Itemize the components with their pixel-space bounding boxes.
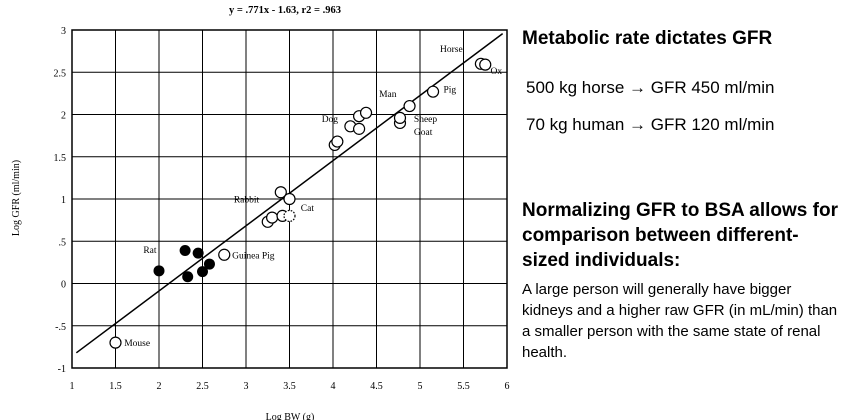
x-tick-label: 3 (244, 381, 249, 392)
chart-title: y = .771x - 1.63, r2 = .963 (229, 5, 341, 16)
annotations: Mouse Rat Guinea Pig Rabbit Cat Dog Man Sheep Go… (124, 45, 502, 349)
data-point-filled (197, 266, 208, 278)
y-tick-label: .5 (59, 237, 67, 248)
data-point-open (359, 106, 373, 119)
y-tick-label: 1.5 (54, 153, 67, 164)
point-annotation: Mouse (124, 339, 150, 349)
x-tick-label: 6 (505, 381, 510, 392)
data-point-open (109, 336, 122, 349)
y-axis-label: Log GFR (ml/min) (11, 160, 22, 236)
point-annotation: Ox (490, 67, 502, 77)
point-annotation: Cat (301, 204, 315, 214)
y-axis-ticks: 32.521.51.50-.5-1 (54, 26, 67, 375)
data-point-filled (182, 271, 194, 283)
point-annotation: Guinea Pig (232, 251, 275, 261)
y-tick-label: 2 (61, 111, 66, 122)
y-tick-label: 0 (61, 280, 66, 291)
data-point-open (393, 111, 407, 124)
data-point-dotted (283, 209, 296, 222)
x-tick-label: 5 (418, 381, 423, 392)
y-tick-label: -1 (58, 364, 66, 375)
x-tick-label: 1 (70, 381, 75, 392)
point-annotation: Pig (443, 86, 456, 96)
x-tick-label: 5.5 (457, 381, 470, 392)
human-gfr-fact: 70 kg human → GFR 120 ml/min (526, 115, 775, 134)
data-point-open (283, 192, 296, 206)
x-tick-label: 1.5 (109, 381, 122, 392)
y-tick-label: 2.5 (54, 68, 67, 79)
x-tick-label: 3.5 (283, 381, 296, 392)
data-point-open (403, 99, 416, 113)
point-annotation: Rabbit (234, 196, 260, 206)
point-annotation: Dog (322, 115, 339, 125)
data-point-filled (153, 265, 165, 277)
data-point-filled (203, 258, 215, 270)
data-point-open (479, 58, 492, 71)
data-points (109, 57, 492, 349)
point-annotation: Rat (143, 246, 157, 256)
data-point-filled (179, 245, 191, 257)
point-annotation: Goat (414, 128, 433, 138)
y-tick-label: 1 (61, 195, 66, 206)
data-point-open (274, 186, 287, 199)
horse-gfr-fact: 500 kg horse → GFR 450 ml/min (526, 78, 775, 97)
data-point-open (331, 135, 344, 148)
y-tick-label: -.5 (55, 322, 66, 333)
panel-subheading: Normalizing GFR to BSA allows for compar… (522, 200, 838, 271)
x-tick-label: 4 (331, 381, 336, 392)
panel-heading: Metabolic rate dictates GFR (522, 28, 773, 49)
x-axis-label: Log BW (g) (266, 412, 315, 420)
x-tick-label: 2 (157, 381, 162, 392)
plot-frame (71, 29, 508, 369)
data-point-filled (192, 247, 204, 259)
data-point-open (266, 211, 279, 224)
point-annotation: Horse (440, 45, 463, 55)
gfr-scatter-chart: 1 1.5 2 2.5 3 3.5 4 4.5 5 5.5 6 32.521.51.50-.5-1 … (11, 5, 510, 420)
data-point-open (218, 248, 231, 261)
x-tick-label: 4.5 (370, 381, 383, 392)
data-point-open (353, 122, 366, 135)
y-tick-label: 3 (61, 26, 66, 37)
x-tick-label: 2.5 (196, 381, 209, 392)
point-annotation: Sheep (414, 115, 437, 125)
point-annotation: Man (379, 90, 397, 100)
x-axis-ticks: 1 1.5 2 2.5 3 3.5 4 4.5 5 5.5 6 (70, 381, 510, 392)
data-point-open (426, 85, 440, 98)
panel-body-text: A large person will generally have bigge… (522, 281, 838, 361)
